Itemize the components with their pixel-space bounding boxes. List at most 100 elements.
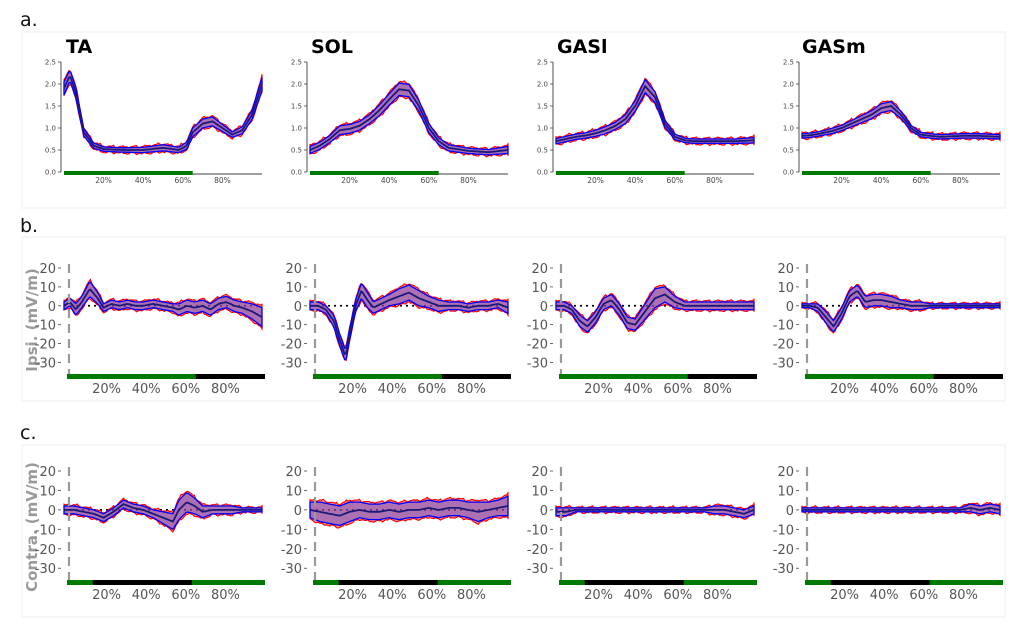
panel-a-ta-x-tick-label: 60% [174,176,191,185]
panel-b-ta-x-tick-label: 80% [211,382,240,397]
panel-c-gasm-y-tick-label: -10 [773,523,794,538]
panel-b-sol-y-tick-label: -10 [281,319,302,334]
panel-b-ta-y-tick-label: 10 [39,281,56,296]
panel-a-gasm-x-tick-label: 20% [833,176,850,185]
panel-c-gasm-x-tick-label: 80% [949,588,978,603]
panel-a-ta-y-tick-label: 0.0 [45,169,56,177]
panel-c-sol-x-tick-label: 40% [378,588,407,603]
panel-c-gasl-condition-2-band [555,505,755,519]
panel-c-ta-x-tick-label: 60% [171,588,200,603]
panel-a-ta-y-tick-label: 2.5 [45,59,56,67]
panel-b-sol-y-tick-label: -30 [281,356,302,371]
panel-c-sol-y-tick-label: -30 [281,562,302,577]
panel-b-gasm-x-tick-label: 20% [830,382,859,397]
panel-a-gasm-x-tick-label: 80% [952,176,969,185]
panel-c-gasm-y-tick-label: 20 [777,465,794,480]
panel-a-ta-y-tick-label: 1.5 [45,103,56,111]
panel-b-gasm-stance-bar [805,374,934,379]
muscle-title-ta: TA [66,36,92,58]
panel-a-sol-x-tick-label: 20% [341,176,358,185]
panel-c-ta-x-tick-label: 20% [92,588,121,603]
panel-a-gasl-x-tick-label: 40% [627,176,644,185]
muscle-title-sol: SOL [311,36,353,58]
panel-c-sol-condition-2-band [309,495,509,527]
panel-a-gasm-x-tick-label: 60% [912,176,929,185]
panel-b-sol-y-tick-label: 10 [285,281,302,296]
panel-a-gasl: 0.0 0.5 1.0 1.5 2.0 2.5 20% 40% 60% 80% [537,59,755,185]
panel-c-ta-y-tick-label: 20 [39,465,56,480]
panel-c-gasl-y-tick-label: -20 [527,543,548,558]
row-c-ylabel: Contra. (mV/m) [23,462,41,592]
panel-b-ta-mean-line [63,288,263,318]
panel-a-sol-y-tick-label: 2.5 [291,59,302,67]
panel-a-sol-x-tick-label: 60% [420,176,437,185]
panel-c-gasm-axis-bar [805,580,1003,585]
muscle-title-gasm: GASm [802,36,866,58]
panel-c-gasl-x-tick-label: 80% [703,588,732,603]
panel-c-gasl-x-tick-label: 60% [663,588,692,603]
panel-c-ta-y-tick-label: -10 [35,523,56,538]
panel-b-gasl-y-tick-label: 20 [531,262,548,277]
panel-c-sol-x-tick-label: 20% [338,588,367,603]
panel-b-gasl-y-tick-label: -30 [527,356,548,371]
panel-c-ta-y-tick-label: 0 [48,504,56,519]
panel-c-ta-stance-bar [191,580,265,585]
panel-c-sol-stance-bar [313,580,339,585]
panel-c-sol-y-tick-label: 10 [285,484,302,499]
panel-b-sol-y-tick-label: 0 [294,300,302,315]
panel-a-sol-y-tick-label: 0.0 [291,169,302,177]
panel-b-ta-x-tick-label: 20% [92,382,121,397]
panel-a-ta-x-tick-label: 80% [214,176,231,185]
panel-a-gasl-condition-2-band [555,78,755,145]
panel-c-gasm-stance-bar [805,580,831,585]
panel-c-ta-y-tick-label: -30 [35,562,56,577]
panel-b-gasm-y-tick-label: 20 [777,262,794,277]
panel-c-gasm-y-tick-label: 10 [777,484,794,499]
panel-b-ta-condition-2-band [63,281,263,328]
panel-c-gasl-x-tick-label: 40% [624,588,653,603]
panel-c-gasl-y-tick-label: -10 [527,523,548,538]
panel-b-sol-x-tick-label: 80% [457,382,486,397]
panel-b-sol-stance-bar [313,374,442,379]
panel-c-gasl-axis-bar [559,580,757,585]
panel-c-gasm-y-tick-label: -20 [773,543,794,558]
panels-layer: 0.0 0.5 1.0 1.5 2.0 2.5 20% 40% 60% 80% 0.0 0.5 1.0 1… [35,59,1003,603]
panel-b-ta-y-tick-label: 0 [48,300,56,315]
panel-b-sol-y-tick-label: 20 [285,262,302,277]
panel-c-gasm-y-tick-label: -30 [773,562,794,577]
panel-a-ta-stance-bar [64,171,193,175]
panel-a-gasm-y-tick-label: 1.5 [783,103,794,111]
panel-c-ta-stance-bar [67,580,93,585]
panel-a-gasl-y-tick-label: 2.0 [537,81,548,89]
panel-c-ta: 20 10 0 -10 -20 -30 20% 40% 60% 80% [35,465,265,603]
panel-b-sol-x-tick-label: 20% [338,382,367,397]
panel-a-sol-x-tick-label: 40% [381,176,398,185]
panel-b-ta-y-tick-label: -20 [35,338,56,353]
panel-b-gasl-x-tick-label: 20% [584,382,613,397]
row-c-background [21,444,1006,618]
panel-a-ta-y-tick-label: 2.0 [45,81,56,89]
panel-b-gasl-mean-line [556,293,754,328]
panel-a-gasl-x-tick-label: 80% [706,176,723,185]
panel-a-gasl-x-tick-label: 60% [666,176,683,185]
panel-a-gasm: 0.0 0.5 1.0 1.5 2.0 2.5 20% 40% 60% 80% [783,59,1001,185]
panel-b-sol-condition-2-band [309,283,509,361]
panel-a-sol: 0.0 0.5 1.0 1.5 2.0 2.5 20% 40% 60% 80% [291,59,509,185]
panel-b-ta-x-tick-label: 60% [171,382,200,397]
panel-c-sol-axis-bar [313,580,511,585]
panel-b-gasm: 20 10 0 -10 -20 -30 20% 40% 60% 80% [773,262,1003,397]
panel-a-gasm-stance-bar [802,171,931,175]
panel-c-gasl: 20 10 0 -10 -20 -30 20% 40% 60% 80% [527,465,757,603]
panel-label-a: a. [20,9,38,31]
panel-b-gasl-y-tick-label: -10 [527,319,548,334]
panel-c-gasm-condition-2-band [801,503,1001,515]
panel-a-gasl-mean-line [555,84,755,143]
panel-c-sol-y-tick-label: 20 [285,465,302,480]
panel-b-gasl-y-tick-label: 10 [531,281,548,296]
panel-b-sol-x-tick-label: 40% [378,382,407,397]
panel-a-gasl-y-tick-label: 0.5 [537,147,548,155]
panel-a-sol-mean-line [309,88,509,154]
panel-b-gasm-y-tick-label: 0 [786,300,794,315]
panel-b-gasm-x-tick-label: 40% [870,382,899,397]
